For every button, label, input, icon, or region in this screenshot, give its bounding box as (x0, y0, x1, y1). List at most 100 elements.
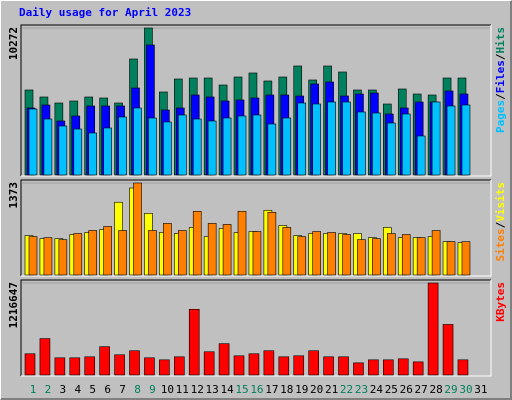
bar (278, 356, 290, 376)
bar (282, 117, 292, 176)
x-tick-label: 13 (206, 383, 219, 396)
bar (252, 231, 262, 276)
bar (446, 241, 456, 276)
x-tick-label: 29 (444, 383, 457, 396)
bar (461, 241, 471, 276)
panel-highlight (21, 25, 492, 177)
bar (263, 350, 275, 376)
x-tick-label: 5 (89, 383, 96, 396)
x-tick-label: 23 (355, 383, 368, 396)
bar (427, 282, 439, 376)
x-tick-label: 31 (474, 383, 487, 396)
x-tick-label: 11 (176, 383, 189, 396)
bar (372, 112, 381, 176)
x-tick-label: 7 (119, 383, 126, 396)
bar (88, 230, 98, 276)
bar (192, 118, 202, 176)
bar (118, 230, 127, 276)
x-tick-label: 16 (250, 383, 263, 396)
x-tick-label: 20 (310, 383, 323, 396)
bar (207, 223, 217, 276)
legend: Pages/Files/Hits (494, 27, 507, 133)
bar (368, 359, 379, 376)
bar (248, 353, 260, 376)
x-tick-label: 18 (280, 383, 293, 396)
x-tick-label: 14 (220, 383, 234, 396)
bar (401, 113, 411, 176)
bar (159, 359, 170, 376)
bar (267, 211, 277, 276)
y-tick-label: 1373 (7, 182, 20, 209)
x-tick-label: 24 (370, 383, 384, 396)
bar (43, 237, 53, 276)
bar (178, 230, 187, 276)
panel-shadow (20, 179, 491, 276)
bar (282, 227, 292, 276)
bar (129, 350, 140, 376)
bar (357, 239, 366, 276)
bar (357, 111, 366, 176)
bar (353, 362, 364, 376)
bar (28, 108, 38, 176)
bar (222, 224, 232, 276)
bar (24, 353, 36, 376)
bar (178, 114, 187, 176)
bar (69, 357, 81, 376)
bar (297, 102, 307, 176)
bar (297, 236, 307, 276)
bar (327, 101, 336, 176)
x-tick-label: 9 (149, 383, 156, 396)
bar (99, 346, 110, 376)
bar (73, 128, 83, 176)
chart-title: Daily usage for April 2023 (19, 6, 191, 19)
bar (461, 104, 471, 176)
x-tick-label: 3 (60, 383, 67, 396)
x-tick-label: 25 (385, 383, 398, 396)
bar (342, 234, 351, 276)
bar (267, 123, 277, 176)
legend-separator: / (494, 53, 507, 60)
legend-entry: Files (494, 60, 507, 93)
bar (203, 351, 215, 376)
bar (118, 116, 127, 176)
bar (323, 356, 334, 376)
bar (312, 103, 321, 176)
x-tick-label: 4 (74, 383, 81, 396)
bar (342, 101, 351, 176)
bar (148, 117, 157, 176)
y-tick-label: 1216647 (7, 282, 20, 328)
bar (252, 114, 262, 176)
bar (144, 357, 155, 376)
x-tick-label: 10 (161, 383, 174, 396)
bar (192, 210, 202, 276)
y-tick-label: 10272 (7, 27, 20, 60)
bar (233, 355, 245, 376)
legend: KBytes (494, 282, 507, 322)
legend-entry: Visits (494, 182, 507, 222)
bar (58, 125, 68, 176)
bar (416, 135, 426, 176)
bar (148, 230, 157, 276)
x-tick-label: 8 (134, 383, 141, 396)
bar (387, 122, 396, 176)
bar (133, 182, 142, 276)
legend-separator: / (494, 93, 507, 100)
bar (163, 223, 172, 276)
bar (54, 357, 66, 376)
bar (401, 234, 411, 276)
bar (58, 239, 68, 276)
bar (114, 354, 125, 376)
bar (387, 233, 396, 276)
x-tick-label: 17 (265, 383, 278, 396)
bar (218, 343, 230, 376)
bar (308, 350, 319, 376)
bar (372, 238, 381, 276)
panel-shadow (20, 24, 491, 176)
legend-entry: KBytes (494, 282, 507, 322)
bar (222, 117, 232, 176)
bar (39, 338, 51, 376)
bar (237, 210, 247, 276)
legend-separator: / (494, 221, 507, 228)
